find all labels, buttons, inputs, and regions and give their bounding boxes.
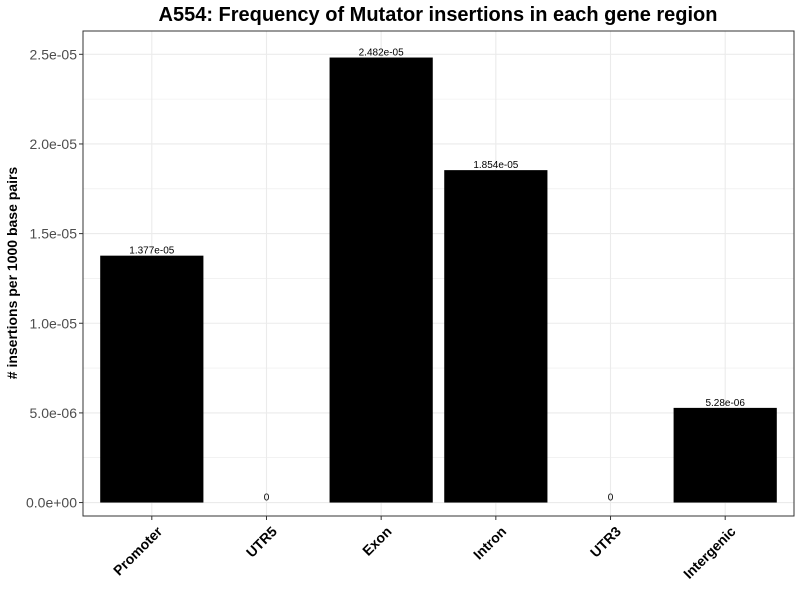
data-label-intergenic: 5.28e-06	[705, 398, 745, 409]
chart-title: A554: Frequency of Mutator insertions in…	[159, 4, 718, 26]
x-tick-label-intergenic: Intergenic	[680, 523, 739, 582]
y-axis-ticks: 0.0e+00 5.0e-06 1.0e-05 1.5e-05 2.0e-05 2.5e-…	[26, 46, 83, 511]
y-axis-label: # insertions per 1000 base pairs	[4, 167, 20, 380]
data-labels: 1.377e-05 0 2.482e-05 1.854e-05 0 5.28e-06	[129, 48, 745, 504]
y-tick-label: 1.0e-05	[30, 315, 78, 331]
x-tick-label-promoter: Promoter	[110, 523, 166, 579]
x-tick-label-intron: Intron	[470, 523, 509, 562]
y-tick-label: 5.0e-06	[30, 405, 78, 421]
bar-exon	[329, 57, 433, 503]
y-tick-label: 2.0e-05	[30, 136, 78, 152]
data-label-utr3: 0	[608, 493, 614, 504]
x-tick-label-utr3: UTR3	[587, 523, 624, 560]
x-tick-label-exon: Exon	[359, 523, 395, 559]
data-label-utr5: 0	[264, 493, 270, 504]
y-tick-label: 1.5e-05	[30, 226, 78, 242]
bar-promoter	[100, 255, 204, 503]
y-tick-label: 0.0e+00	[26, 495, 77, 511]
x-axis-ticks: Promoter UTR5 Exon Intron UTR3 Intergenic	[110, 516, 739, 582]
bars	[100, 57, 777, 503]
x-tick-label-utr5: UTR5	[243, 523, 280, 560]
data-label-exon: 2.482e-05	[359, 48, 404, 59]
data-label-intron: 1.854e-05	[473, 160, 518, 171]
data-label-promoter: 1.377e-05	[129, 246, 174, 257]
bar-intergenic	[673, 407, 777, 503]
bar-intron	[444, 170, 548, 503]
y-tick-label: 2.5e-05	[30, 46, 78, 62]
panel-border	[82, 30, 795, 517]
